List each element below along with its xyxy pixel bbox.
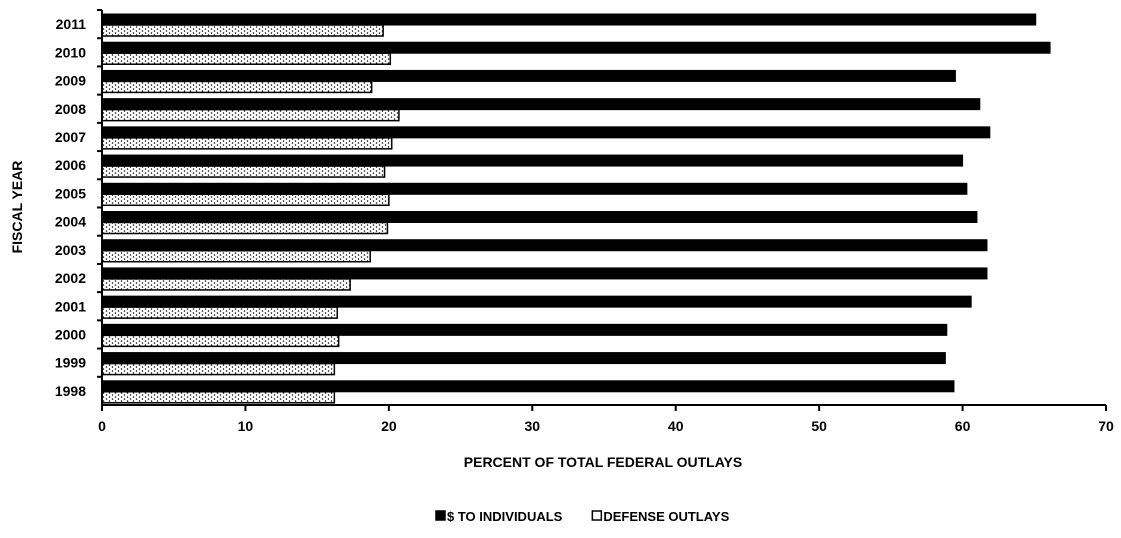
bar-defense: [101, 362, 336, 376]
x-tick-label: 40: [668, 418, 684, 434]
bar-defense: [101, 249, 371, 263]
bar-individuals: [101, 295, 972, 308]
bar-individuals: [101, 182, 968, 195]
bar-defense: [101, 391, 336, 404]
x-ticks-layer: 0 10 20 30 40 50 60 70: [98, 405, 1114, 434]
bar-defense: [101, 24, 384, 37]
bar-individuals: [101, 41, 1051, 54]
bar-individuals: [101, 323, 948, 336]
bars-layer: [101, 13, 1051, 404]
bar-individuals: [101, 211, 978, 223]
y-tick-label: 2006: [55, 157, 86, 173]
y-tick-label: 2003: [55, 242, 86, 258]
legend-swatch-individuals: [435, 510, 446, 521]
bar-defense: [101, 334, 340, 348]
y-tick-label: 2009: [55, 73, 86, 89]
bar-individuals: [101, 380, 955, 393]
bar-individuals: [101, 154, 964, 167]
legend-label-individuals: $ TO INDIVIDUALS: [447, 509, 563, 524]
x-tick-label: 10: [238, 418, 254, 434]
y-tick-label: 1998: [55, 383, 86, 399]
y-tick-label: 2001: [55, 298, 86, 314]
x-tick-label: 30: [524, 418, 540, 434]
y-tick-label: 1999: [55, 355, 86, 371]
bar-defense: [101, 80, 373, 94]
y-tick-label: 2010: [55, 44, 86, 60]
bar-individuals: [101, 352, 946, 365]
x-tick-label: 0: [98, 418, 106, 434]
bar-individuals: [101, 126, 991, 139]
bar-defense: [101, 221, 389, 235]
bar-individuals: [101, 98, 981, 111]
bar-individuals: [101, 239, 988, 252]
y-tick-label: 2000: [55, 326, 86, 342]
bar-individuals: [101, 13, 1037, 26]
y-ticks-layer: 1998 1999 2000 2001 2002 2003 2004 2005 2006 2007…: [55, 9, 102, 399]
y-tick-label: 2011: [56, 16, 87, 32]
y-tick-label: 2007: [55, 129, 86, 145]
legend: $ TO INDIVIDUALS DEFENSE OUTLAYS: [435, 509, 730, 524]
bar-defense: [101, 306, 338, 319]
bar-individuals: [101, 69, 956, 82]
x-tick-label: 60: [955, 418, 971, 434]
bar-defense: [101, 52, 392, 65]
legend-swatch-defense: [591, 510, 603, 521]
bar-defense: [101, 278, 351, 291]
bar-individuals: [101, 267, 988, 280]
x-tick-label: 50: [811, 418, 827, 434]
legend-label-defense: DEFENSE OUTLAYS: [603, 509, 729, 524]
x-tick-label: 20: [381, 418, 397, 434]
x-axis-title: PERCENT OF TOTAL FEDERAL OUTLAYS: [464, 454, 742, 470]
y-tick-label: 2004: [55, 214, 86, 230]
y-tick-label: 2005: [55, 185, 86, 201]
x-tick-label: 70: [1098, 418, 1114, 434]
bar-defense: [101, 165, 386, 178]
y-tick-label: 2002: [55, 270, 86, 286]
bar-defense: [101, 137, 393, 150]
y-axis-title: FISCAL YEAR: [9, 161, 25, 254]
bar-defense: [101, 108, 400, 122]
y-tick-label: 2008: [55, 101, 86, 117]
bar-defense: [101, 193, 390, 207]
